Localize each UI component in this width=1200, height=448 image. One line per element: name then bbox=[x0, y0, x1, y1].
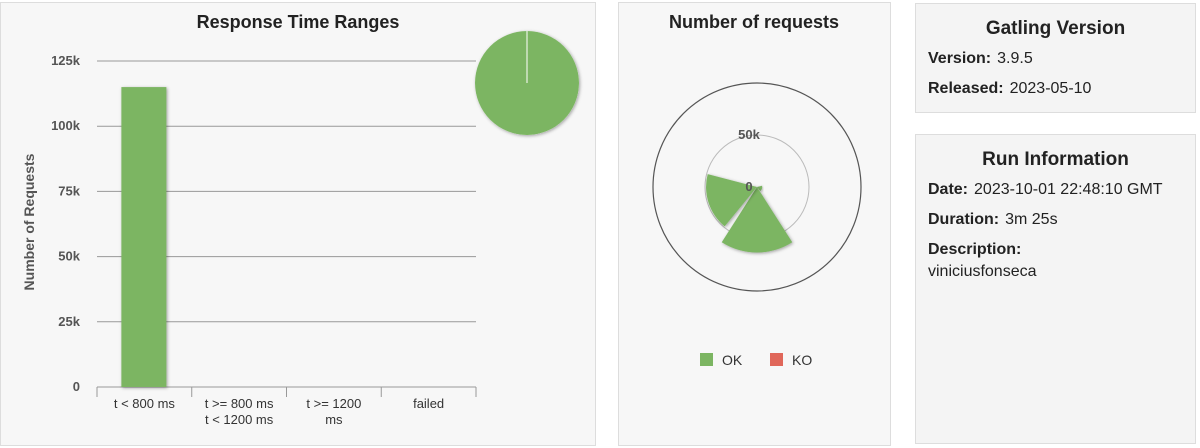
y-tick-label: 0 bbox=[745, 179, 752, 194]
chart-title: Number of requests bbox=[669, 12, 839, 32]
chart-title: Response Time Ranges bbox=[197, 12, 400, 32]
x-tick-label: t >= 1200 ms bbox=[306, 396, 362, 427]
row: Version: 3.9.5 bbox=[928, 50, 1183, 68]
value: 3.9.5 bbox=[997, 50, 1033, 67]
polar-column bbox=[757, 185, 763, 192]
label: Duration: bbox=[928, 211, 1000, 228]
panel-title: Run Information bbox=[982, 149, 1129, 170]
polar-column bbox=[721, 187, 793, 253]
y-tick-label: 125k bbox=[51, 53, 81, 68]
legend-swatch bbox=[770, 353, 783, 366]
y-tick-label: 50k bbox=[58, 249, 80, 264]
value: 2023-10-01 22:48:10 GMT bbox=[974, 181, 1163, 198]
x-tick-label-box: t >= 800 ms t < 1200 ms bbox=[204, 396, 274, 427]
polar-column bbox=[706, 174, 757, 227]
row: Duration: 3m 25s bbox=[928, 211, 1183, 229]
row: Description: bbox=[928, 241, 1183, 259]
legend-label: KO bbox=[792, 352, 812, 368]
polar-frame bbox=[652, 82, 862, 292]
row: Date: 2023-10-01 22:48:10 GMT bbox=[928, 181, 1183, 199]
label: Released: bbox=[928, 80, 1004, 97]
x-tick-label: t < 800 ms bbox=[113, 396, 175, 411]
x-tick-label: t >= 800 ms t < 1200 ms bbox=[204, 396, 274, 427]
legend-swatch bbox=[700, 353, 713, 366]
value: 3m 25s bbox=[1005, 211, 1058, 228]
y-tick-label: 75k bbox=[58, 183, 80, 198]
y-tick-label: 100k bbox=[51, 118, 81, 133]
label: Version: bbox=[928, 50, 992, 67]
run-panel: Run Information Date: 2023-10-01 22:48:10… bbox=[915, 134, 1196, 444]
panel-title: Gatling Version bbox=[985, 18, 1126, 39]
x-tick-label-box: failed bbox=[413, 396, 445, 411]
bar bbox=[121, 87, 167, 387]
row: Released: 2023-05-10 bbox=[928, 80, 1183, 98]
label: Date: bbox=[928, 181, 969, 198]
version-panel: Gatling Version Version: 3.9.5 Released: 2… bbox=[915, 3, 1196, 113]
x-tick-label-box: t >= 1200 ms bbox=[306, 396, 362, 427]
x-tick-label: failed bbox=[413, 396, 445, 411]
y-tick-label: 25k bbox=[58, 314, 80, 329]
label: Description: bbox=[928, 241, 1022, 258]
x-tick-label-box: t < 800 ms bbox=[113, 396, 175, 411]
value: viniciusfonseca bbox=[928, 263, 1037, 280]
value: 2023-05-10 bbox=[1009, 80, 1092, 97]
y-tick-label: 0 bbox=[73, 379, 80, 394]
y-tick-label: 50k bbox=[738, 127, 760, 142]
y-axis-label: Number of Requests bbox=[21, 153, 37, 290]
legend-label: OK bbox=[722, 352, 743, 368]
